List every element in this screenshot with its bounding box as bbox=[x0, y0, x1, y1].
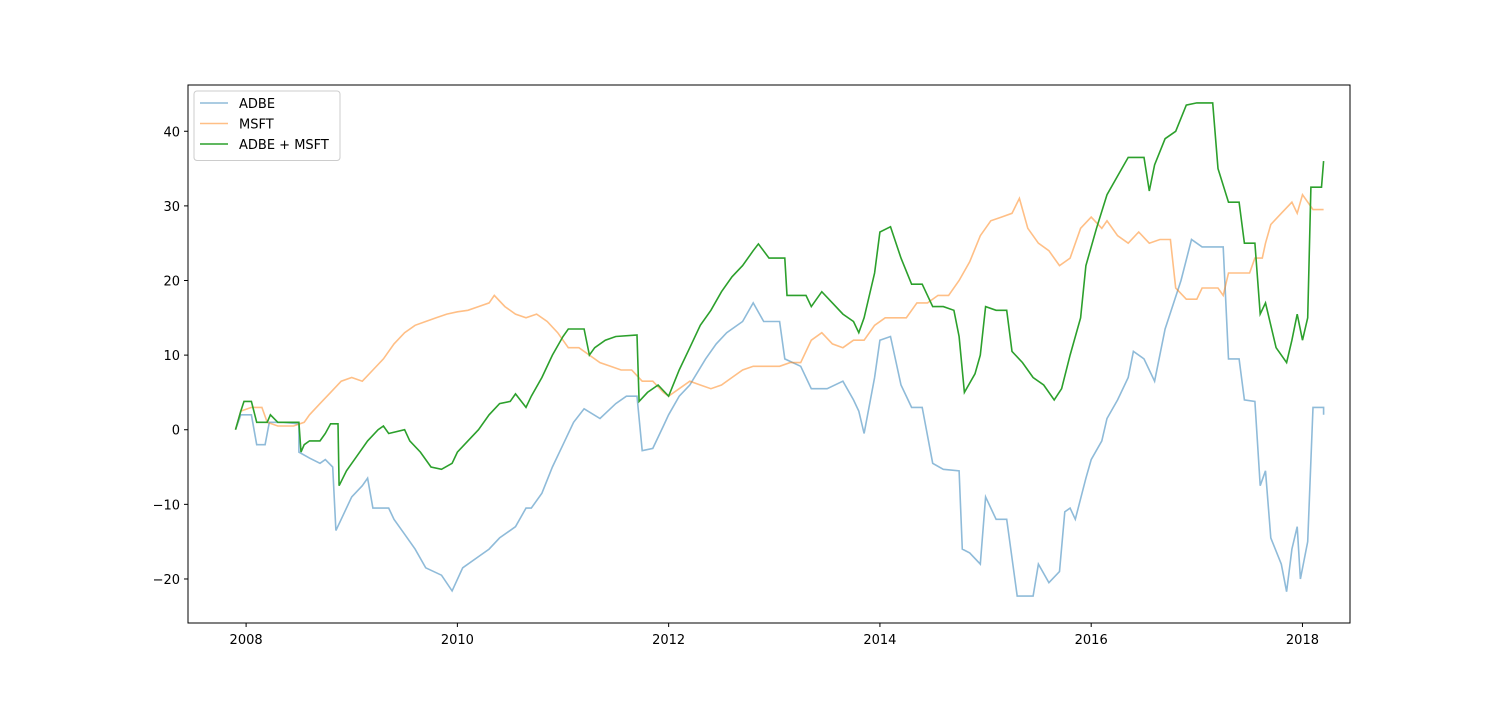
y-tick-label: 20 bbox=[163, 275, 180, 290]
y-tick-label: −20 bbox=[153, 573, 180, 588]
y-tick-label: 0 bbox=[172, 424, 180, 439]
legend-label: MSFT bbox=[239, 118, 274, 133]
y-tick-label: 10 bbox=[163, 349, 180, 364]
legend-box bbox=[193, 90, 341, 161]
x-tick-label: 2016 bbox=[1075, 633, 1108, 648]
y-tick-label: 30 bbox=[163, 200, 180, 215]
series-line-2 bbox=[234, 102, 1325, 487]
legend: ADBE MSFT ADBE + MSFT bbox=[193, 90, 341, 161]
x-tick-label: 2008 bbox=[230, 633, 263, 648]
x-tick-label: 2014 bbox=[863, 633, 896, 648]
series-layer bbox=[234, 102, 1325, 597]
y-tick-label: −10 bbox=[153, 498, 180, 513]
y-tick-label: 40 bbox=[163, 125, 180, 140]
x-tick-label: 2010 bbox=[441, 633, 474, 648]
legend-label: ADBE bbox=[239, 97, 275, 112]
series-line-0 bbox=[234, 238, 1325, 597]
x-axis: 2008 2010 2012 2014 2016 2018 bbox=[230, 623, 1319, 648]
x-tick-label: 2018 bbox=[1286, 633, 1319, 648]
plot-area bbox=[188, 85, 1350, 623]
series-line-1 bbox=[234, 192, 1324, 430]
y-axis: −20 −10 0 10 20 30 40 bbox=[153, 125, 188, 588]
plot-frame bbox=[187, 84, 1351, 624]
legend-label: ADBE + MSFT bbox=[239, 138, 329, 153]
x-tick-label: 2012 bbox=[652, 633, 685, 648]
